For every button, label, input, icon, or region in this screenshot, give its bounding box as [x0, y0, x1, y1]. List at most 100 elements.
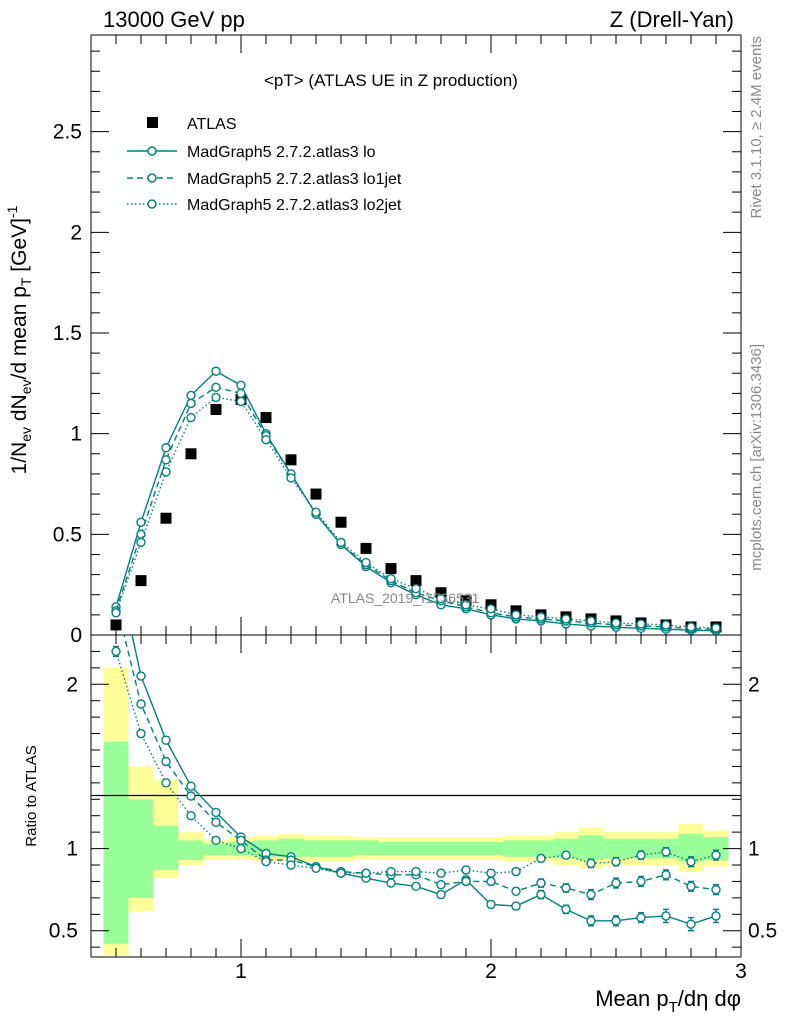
main-series-point-3	[486, 604, 496, 614]
atlas-data-point	[135, 575, 147, 587]
atlas-data-point	[435, 587, 447, 599]
ratio-series-point-2	[286, 860, 296, 870]
ratio-series-point-1	[161, 756, 171, 767]
main-series-point-3	[261, 434, 271, 445]
ratio-series-point-0	[386, 878, 396, 888]
main-y-tick-label: 1	[70, 423, 82, 446]
main-series-point-3	[536, 612, 546, 622]
ratio-y-tick-label-right: 1	[748, 838, 760, 861]
ratio-y-tick-label-right: 2	[748, 673, 760, 696]
main-series-point-2	[161, 455, 171, 465]
ratio-series-point-2	[636, 850, 646, 860]
header-right: Z (Drell-Yan)	[610, 7, 734, 32]
band-inner-bin	[503, 840, 529, 857]
ratio-series-point-1	[461, 876, 471, 887]
ratio-series-point-0	[661, 911, 671, 921]
main-series-point-3	[136, 537, 146, 548]
ratio-series-point-1	[136, 699, 146, 709]
main-series-point-2	[211, 382, 221, 393]
main-series-point-3	[111, 608, 121, 618]
main-series-point-2	[186, 398, 196, 409]
ratio-y-tick-label-right: 0.5	[748, 920, 777, 943]
main-series-point-3	[686, 622, 696, 632]
main-series-point-3	[186, 412, 196, 423]
atlas-data-point	[360, 542, 372, 554]
band-inner-bin	[578, 835, 604, 861]
ratio-series-point-2	[111, 646, 121, 657]
main-y-tick-label: 2.5	[53, 121, 82, 144]
main-series-point-3	[636, 619, 646, 629]
main-series-point-3	[286, 473, 296, 483]
main-series-point-3	[161, 467, 171, 477]
side-label-mcplots: mcplots.cern.ch [arXiv:1306.3436]	[748, 344, 765, 571]
legend-entry-atlas: ATLAS	[187, 116, 237, 133]
ratio-series-point-2	[586, 858, 596, 869]
ratio-series-point-2	[336, 868, 346, 878]
header-left: 13000 GeV pp	[103, 7, 245, 32]
ratio-series-point-2	[711, 850, 721, 860]
ratio-series-point-0	[112, 557, 120, 565]
ratio-series-point-2	[261, 857, 271, 867]
ratio-series-point-0	[511, 901, 521, 911]
band-inner-bin	[478, 842, 504, 856]
main-series-point-3	[386, 573, 396, 584]
band-inner-bin	[103, 741, 129, 944]
main-y-axis-label: 1/Nev dNev/d mean pT [GeV]-1	[4, 205, 34, 474]
band-inner-bin	[128, 799, 154, 898]
ratio-series-point-1	[586, 889, 596, 900]
atlas-data-point	[410, 575, 422, 587]
ratio-series-point-1	[636, 876, 646, 887]
main-series-point-3	[661, 620, 671, 630]
legend-entry-lo: MadGraph5 2.7.2.atlas3 lo	[187, 144, 376, 161]
side-label-rivet: Rivet 3.1.10, ≥ 2.4M events	[748, 36, 765, 219]
band-inner-bin	[153, 825, 179, 870]
legend-title: <pT> (ATLAS UE in Z production)	[264, 71, 518, 90]
ratio-series-point-1	[711, 884, 721, 895]
main-series-point-1	[236, 380, 246, 391]
main-y-tick-label: 2	[70, 221, 82, 244]
band-inner-bin	[178, 840, 204, 861]
main-series-point-2	[236, 388, 246, 399]
band-inner-bin	[403, 842, 429, 856]
atlas-data-point	[385, 563, 397, 575]
atlas-data-point	[310, 488, 322, 500]
band-inner-bin	[603, 838, 629, 859]
main-series-point-3	[311, 507, 321, 517]
band-inner-bin	[353, 840, 379, 856]
band-inner-bin	[553, 838, 579, 859]
main-series-group	[110, 366, 722, 635]
ratio-series-point-2	[386, 866, 396, 877]
main-series-point-3	[436, 594, 446, 604]
band-inner-bin	[703, 837, 729, 861]
main-series-point-3	[461, 600, 471, 610]
legend-marker-lo1jet	[147, 173, 157, 183]
band-inner-bin	[428, 842, 454, 856]
ratio-series-point-0	[411, 881, 421, 892]
ratio-series-point-0	[636, 912, 646, 923]
ratio-y-axis-label: Ratio to ATLAS	[23, 745, 40, 846]
axis-tick-labels: 1 2 3 0 0.5 1 1.5 2 2.5 0.5 0.5 1 1 2 2	[49, 121, 777, 983]
legend-entry-lo1jet: MadGraph5 2.7.2.atlas3 lo1jet	[187, 171, 402, 188]
ratio-series-point-2	[511, 866, 521, 877]
ratio-series-point-1	[236, 835, 246, 846]
ratio-series-point-2	[561, 850, 571, 860]
ratio-series-point-0	[611, 916, 621, 926]
atlas-data-point	[285, 454, 297, 466]
main-series-point-3	[561, 614, 571, 624]
main-series-point-3	[511, 610, 521, 620]
ratio-series-point-1	[661, 870, 671, 880]
band-inner-bin	[253, 840, 279, 857]
legend-entry-lo2jet: MadGraph5 2.7.2.atlas3 lo2jet	[187, 197, 402, 214]
band-inner-bin	[628, 838, 654, 859]
main-series-point-1	[211, 366, 221, 376]
ratio-series-point-2	[186, 811, 196, 821]
x-tick-label: 1	[235, 960, 247, 983]
ratio-series-point-1	[686, 881, 696, 892]
ratio-y-tick-label-left: 2	[66, 673, 78, 696]
band-inner-bin	[528, 840, 554, 857]
main-series-point-3	[236, 396, 246, 407]
ratio-y-tick-label-left: 1	[66, 838, 78, 861]
atlas-data-point	[335, 516, 347, 528]
main-y-tick-label: 0	[70, 624, 82, 647]
